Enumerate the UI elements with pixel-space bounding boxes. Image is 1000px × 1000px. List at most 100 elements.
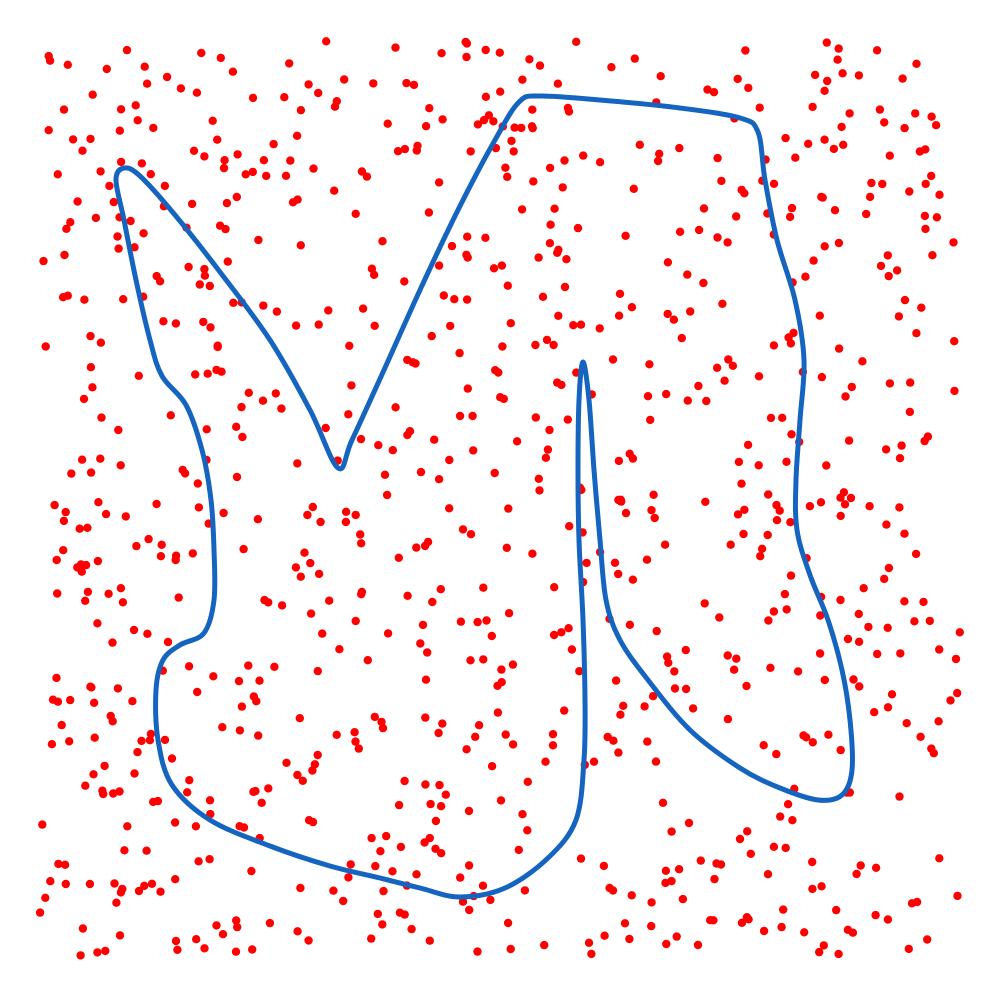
scatter-point bbox=[100, 761, 109, 771]
scatter-point bbox=[466, 656, 475, 665]
scatter-point bbox=[546, 220, 555, 229]
scatter-point bbox=[171, 875, 180, 884]
scatter-point bbox=[489, 117, 498, 126]
scatter-point bbox=[41, 342, 50, 351]
scatter-point bbox=[162, 72, 172, 82]
scatter-point bbox=[883, 251, 892, 260]
scatter-point bbox=[296, 572, 305, 581]
scatter-point bbox=[59, 546, 68, 555]
scatter-point bbox=[314, 320, 323, 329]
scatter-point bbox=[481, 92, 491, 102]
scatter-point bbox=[912, 59, 921, 68]
scatter-point bbox=[420, 541, 430, 551]
scatter-point bbox=[610, 558, 620, 567]
scatter-point bbox=[802, 733, 811, 742]
scatter-point bbox=[193, 687, 202, 697]
scatter-point bbox=[114, 425, 123, 435]
scatter-point bbox=[549, 340, 558, 350]
scatter-point bbox=[935, 190, 944, 199]
scatter-point bbox=[109, 789, 118, 798]
scatter-point bbox=[741, 46, 750, 55]
scatter-point bbox=[538, 292, 548, 301]
scatter-point bbox=[83, 587, 93, 597]
scatter-point bbox=[900, 597, 909, 606]
scatter-point bbox=[462, 39, 472, 48]
scatter-point bbox=[785, 212, 795, 222]
scatter-point bbox=[425, 104, 434, 113]
scatter-point bbox=[864, 622, 873, 632]
scatter-point bbox=[953, 688, 962, 698]
scatter-point bbox=[235, 726, 245, 735]
scatter-point bbox=[81, 781, 90, 790]
scatter-point bbox=[677, 333, 686, 343]
scatter-point bbox=[160, 181, 170, 191]
scatter-point bbox=[847, 382, 856, 392]
scatter-point bbox=[576, 854, 586, 863]
scatter-point bbox=[421, 780, 430, 789]
scatter-point bbox=[363, 656, 372, 665]
scatter-point bbox=[836, 745, 845, 755]
scatter-point bbox=[93, 948, 102, 957]
scatter-point bbox=[905, 407, 915, 417]
scatter-point bbox=[693, 940, 703, 950]
scatter-point bbox=[114, 244, 123, 253]
scatter-point bbox=[344, 873, 353, 882]
scatter-point bbox=[277, 404, 286, 413]
scatter-point bbox=[808, 884, 817, 894]
scatter-point bbox=[712, 363, 722, 372]
scatter-point bbox=[502, 543, 511, 552]
scatter-point bbox=[844, 436, 854, 445]
scatter-point bbox=[816, 498, 826, 507]
scatter-point bbox=[412, 543, 421, 552]
scatter-point bbox=[171, 319, 181, 328]
scatter-point bbox=[715, 613, 724, 622]
scatter-point bbox=[783, 800, 793, 809]
scatter-point bbox=[93, 556, 103, 566]
scatter-point bbox=[775, 506, 784, 515]
scatter-point bbox=[882, 520, 891, 529]
scatter-point bbox=[104, 589, 113, 598]
scatter-point bbox=[755, 103, 764, 112]
scatter-point bbox=[101, 946, 110, 956]
scatter-point bbox=[709, 88, 719, 97]
scatter-point bbox=[616, 495, 625, 504]
scatter-point bbox=[608, 355, 618, 364]
scatter-point bbox=[46, 877, 55, 886]
scatter-point bbox=[269, 139, 278, 149]
scatter-point bbox=[222, 198, 232, 208]
scatter-point bbox=[308, 502, 317, 512]
scatter-point bbox=[391, 403, 400, 412]
scatter-point bbox=[91, 213, 101, 223]
scatter-point bbox=[838, 69, 847, 78]
scatter-point bbox=[462, 745, 471, 754]
scatter-point bbox=[83, 523, 92, 532]
scatter-point bbox=[421, 675, 431, 684]
scatter-point bbox=[839, 140, 848, 149]
scatter-point bbox=[356, 530, 365, 539]
scatter-point bbox=[550, 204, 559, 213]
scatter-point bbox=[115, 126, 125, 135]
scatter-point bbox=[897, 441, 906, 450]
scatter-point bbox=[264, 598, 273, 607]
scatter-point bbox=[620, 919, 630, 928]
scatter-point bbox=[867, 178, 876, 188]
scatter-point bbox=[919, 597, 928, 607]
scatter-point bbox=[464, 861, 474, 870]
scatter-point bbox=[946, 696, 955, 705]
scatter-point bbox=[560, 706, 569, 715]
scatter-point bbox=[367, 934, 376, 943]
scatter-point bbox=[614, 456, 624, 466]
scatter-point bbox=[146, 170, 155, 179]
scatter-point bbox=[356, 434, 366, 444]
scatter-point bbox=[218, 930, 228, 939]
scatter-point bbox=[41, 893, 50, 902]
scatter-point bbox=[248, 945, 257, 954]
scatter-point bbox=[663, 258, 673, 267]
scatter-point bbox=[421, 713, 430, 722]
scatter-point bbox=[920, 436, 929, 446]
scatter-point bbox=[369, 270, 379, 279]
scatter-point bbox=[166, 411, 175, 420]
scatter-point bbox=[378, 237, 387, 246]
scatter-point bbox=[351, 737, 360, 746]
